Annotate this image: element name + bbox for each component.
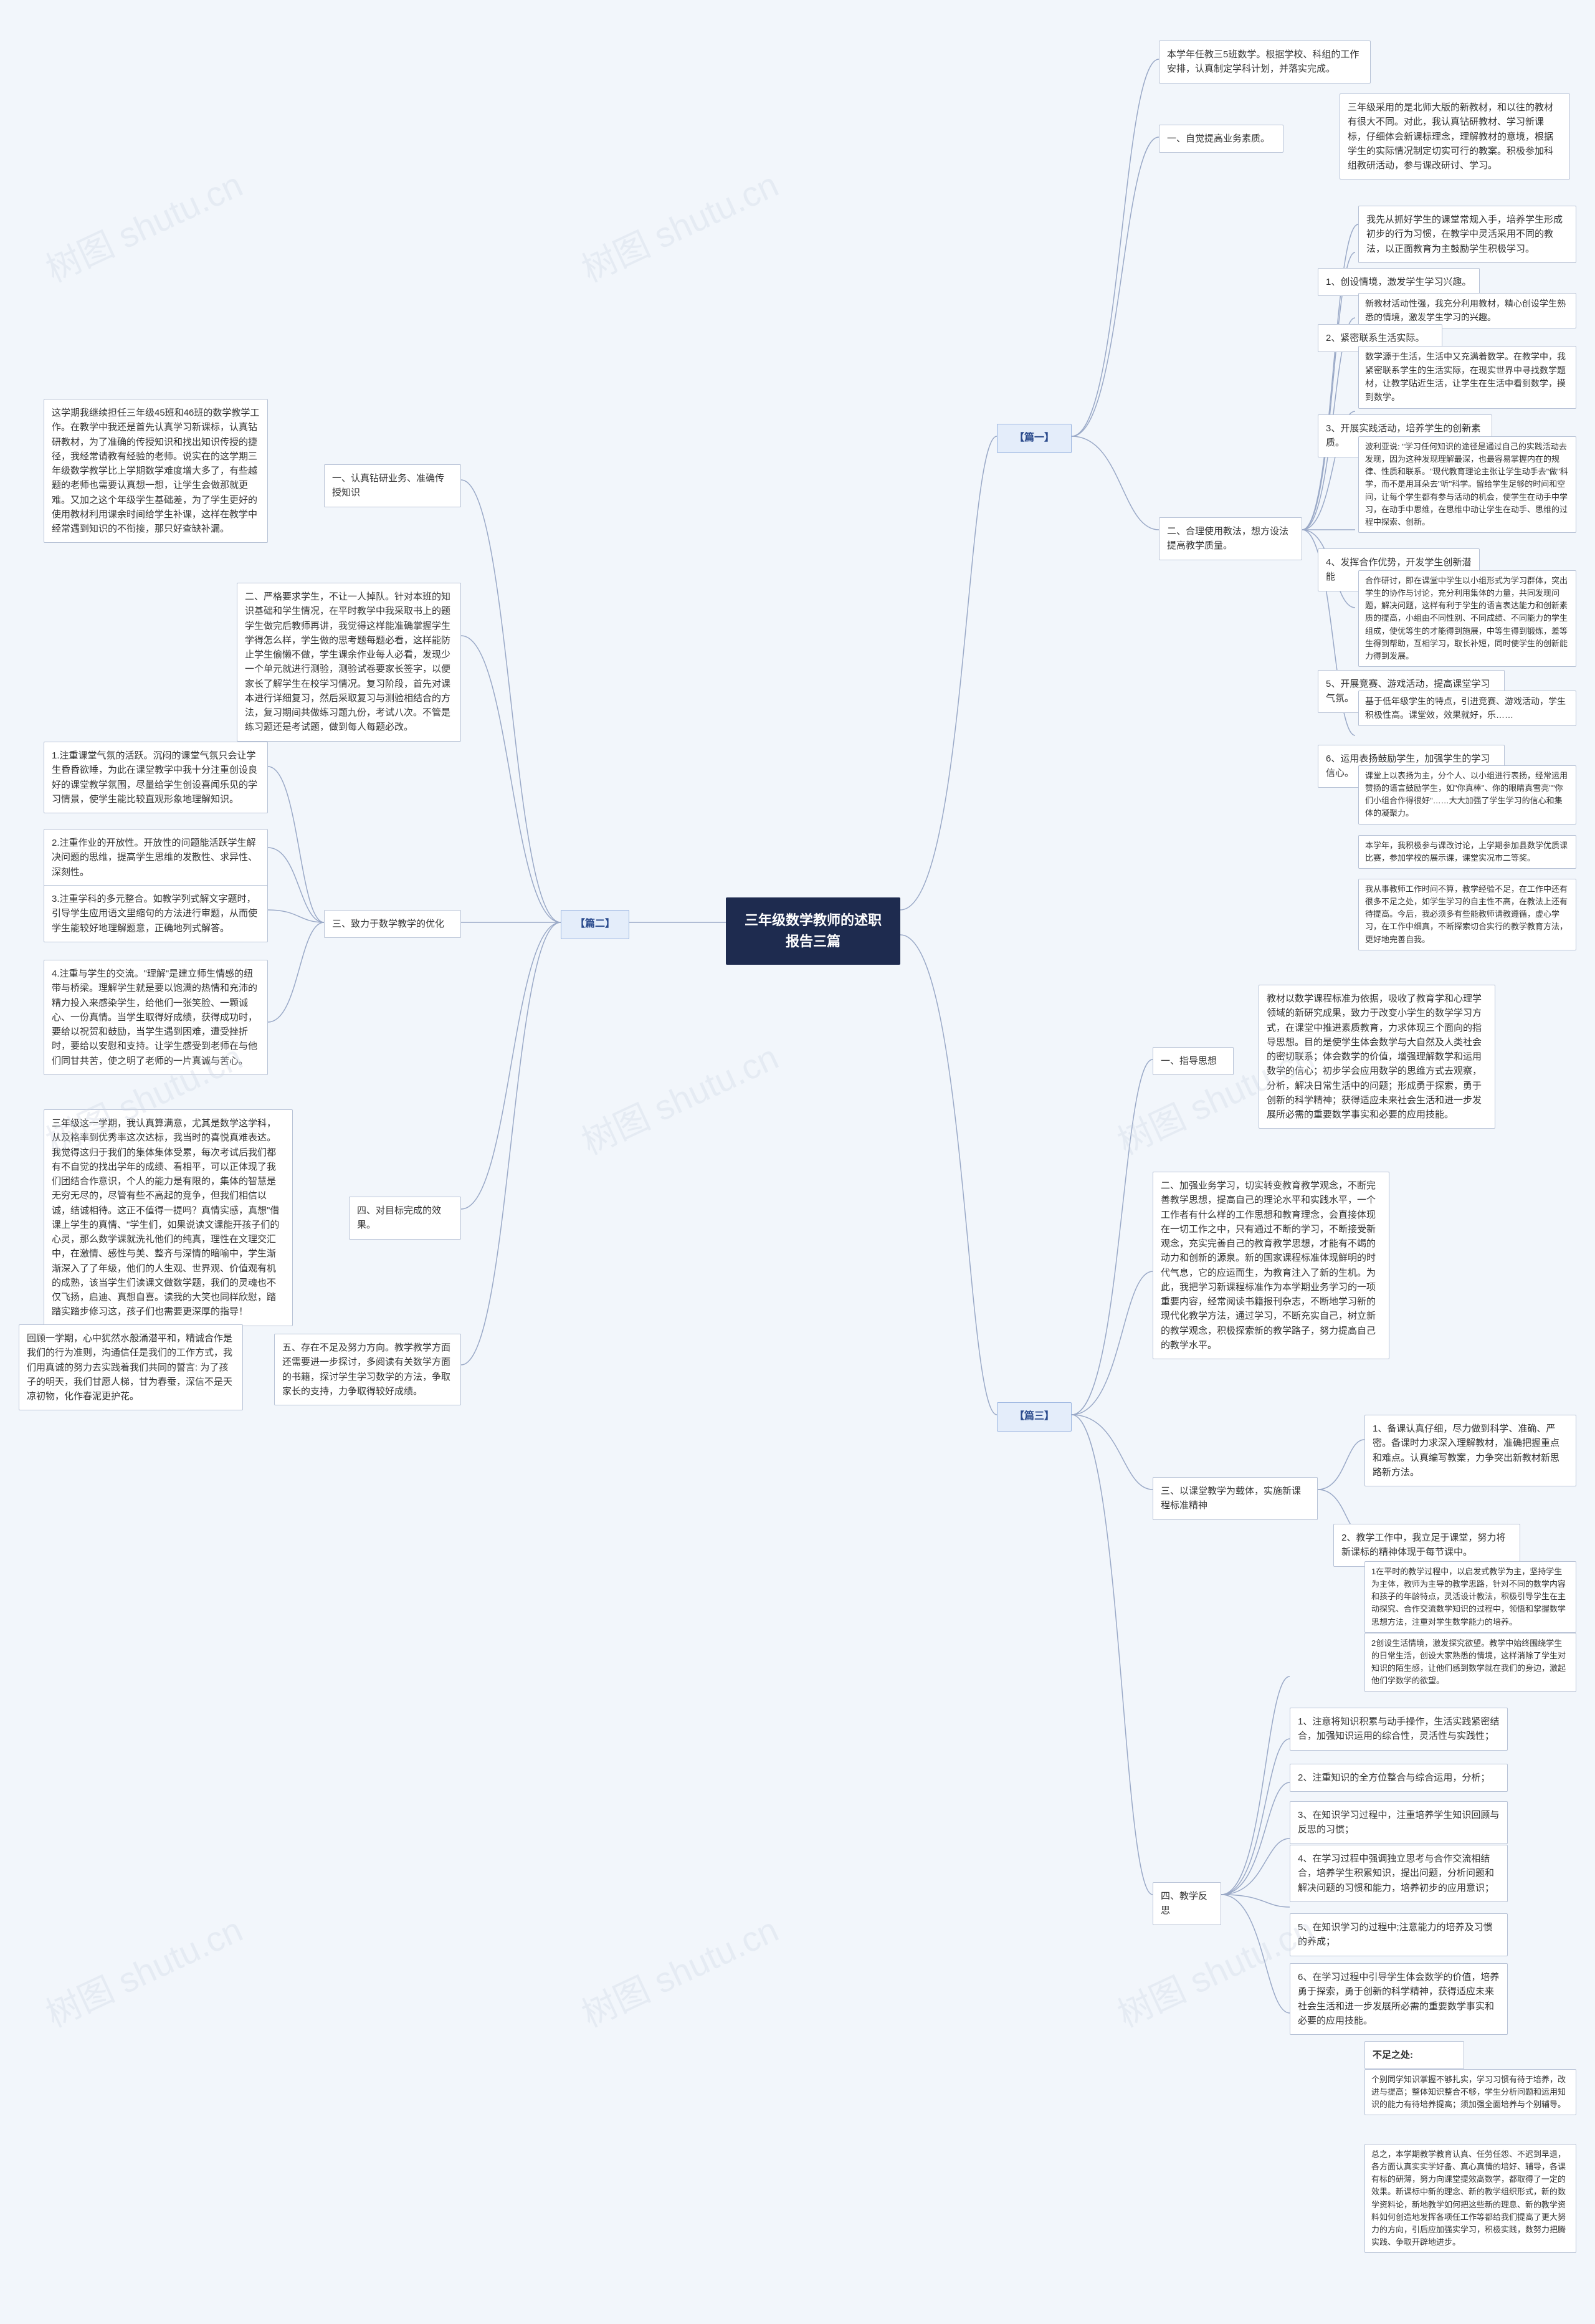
p1-s2-l6-leaf2: 本学年，我积极参与课改讨论，上学期参加县数学优质课比赛，参加学校的展示课，课堂实…: [1358, 835, 1576, 869]
p1-s1-leaf: 三年级采用的是北师大版的新教材，和以往的教材有很大不同。对此，我认真钻研教材、学…: [1340, 93, 1570, 179]
p3-s1-label: 一、指导思想: [1153, 1047, 1234, 1075]
p3-s3-label: 三、以课堂教学为载体，实施新课程标准精神: [1153, 1477, 1318, 1520]
watermark: 树图 shutu.cn: [573, 157, 786, 292]
p1-s2-label: 二、合理使用教法，想方设法提高教学质量。: [1159, 517, 1302, 560]
p2-s4-leaf: 三年级这一学期，我认真算满意，尤其是数学这学科，从及格率到优秀率这次达标，我当时…: [44, 1109, 293, 1326]
p1-s2-l4-leaf: 合作研讨，即在课堂中学生以小组形式为学习群体，突出学生的协作与讨论，充分利用集体…: [1358, 570, 1576, 667]
p3-s4-l5: 5、在知识学习的过程中;注意能力的培养及习惯的养成；: [1290, 1913, 1508, 1956]
p2-s1-leaf: 这学期我继续担任三年级45班和46班的数学教学工作。在教学中我还是首先认真学习新…: [44, 399, 268, 543]
p2-s1-label: 一、认真钻研业务、准确传授知识: [324, 464, 461, 507]
watermark: 树图 shutu.cn: [37, 1902, 250, 2037]
p2-s3-l2: 2.注重作业的开放性。开放性的问题能活跃学生解决问题的思维，提高学生思维的发散性…: [44, 829, 268, 886]
p2-s3-label: 三、致力于数学教学的优化: [324, 910, 461, 938]
p2-s2: 二、严格要求学生，不让一人掉队。针对本班的知识基础和学生情况，在平时教学中我采取…: [237, 583, 461, 742]
p3-s4-l6-leaf2: 总之，本学期教学教育认真、任劳任怨、不迟到早退，各方面认真实实学好备、真心真情的…: [1364, 2144, 1576, 2253]
p3-s3-l2-leaf1: 1在平时的教学过程中，以启发式教学为主，坚持学生为主体，教师为主导的教学思路，针…: [1364, 1561, 1576, 1633]
p2-s4-label: 四、对目标完成的效果。: [349, 1197, 461, 1240]
p2-s5-label: 五、存在不足及努力方向。教学教学方面还需要进一步探讨，多阅读有关数学方面的书籍，…: [274, 1334, 461, 1405]
root-node: 三年级数学教师的述职报告三篇: [726, 897, 900, 965]
p2-s3-l3: 3.注重学科的多元整合。如教学列式解文字题时，引导学生应用语文里缩句的方法进行审…: [44, 885, 268, 942]
p3-s4-l1: 1、注意将知识积累与动手操作，生活实践紧密结合，加强知识运用的综合性，灵活性与实…: [1290, 1708, 1508, 1751]
p1-s1-label: 一、自觉提高业务素质。: [1159, 125, 1283, 153]
p1-s2-l2-leaf: 数学源于生活，生活中又充满着数学。在教学中，我紧密联系学生的生活实际，在现实世界…: [1358, 346, 1576, 409]
p1-s2-l6-leaf3: 我从事教师工作时间不算，教学经验不足，在工作中还有很多不足之处，如学生学习的自主…: [1358, 879, 1576, 950]
p2-s5-leaf: 回顾一学期，心中犹然水般涌潜平和，精诚合作是我们的行为准则，沟通信任是我们的工作…: [19, 1324, 243, 1410]
p3-s4-l3: 3、在知识学习过程中，注重培养学生知识回顾与反思的习惯；: [1290, 1801, 1508, 1844]
p3-s4-l2: 2、注重知识的全方位整合与综合运用，分析；: [1290, 1764, 1508, 1792]
mindmap-canvas: 三年级数学教师的述职报告三篇 【篇二】 一、认真钻研业务、准确传授知识 这学期我…: [0, 0, 1595, 2324]
p3-s3-l1: 1、备课认真仔细，尽力做到科学、准确、严密。备课时力求深入理解教材，准确把握重点…: [1364, 1415, 1576, 1486]
p3-s1-leaf: 教材以数学课程标准为依据，吸收了教育学和心理学领域的新研究成果，致力于改变小学生…: [1259, 985, 1495, 1129]
section-p1: 【篇一】: [997, 424, 1072, 453]
section-p3: 【篇三】: [997, 1402, 1072, 1432]
watermark: 树图 shutu.cn: [573, 1030, 786, 1165]
p2-s3-l1: 1.注重课堂气氛的活跃。沉闷的课堂气氛只会让学生昏昏欲睡，为此在课堂教学中我十分…: [44, 742, 268, 813]
p3-s3-l2-label: 2、教学工作中，我立足于课堂，努力将新课标的精神体现于每节课中。: [1333, 1524, 1520, 1567]
p1-s2-l1-label: 1、创设情境，激发学生学习兴趣。: [1318, 268, 1480, 296]
p3-s4-l6-heading: 不足之处:: [1364, 2041, 1464, 2069]
section-p2: 【篇二】: [561, 910, 629, 939]
p3-s4-l4: 4、在学习过程中强调独立思考与合作交流相结合，培养学生积累知识，提出问题，分析问…: [1290, 1845, 1508, 1902]
p1-s2-l5-leaf: 基于低年级学生的特点，引进竞赛、游戏活动，学生积极性高。课堂效，效果就好，乐……: [1358, 691, 1576, 726]
p1-s2-l6-leaf1: 课堂上以表扬为主，分个人、以小组进行表扬，经常运用赞扬的语言鼓励学生，如"你真棒…: [1358, 765, 1576, 825]
p1-s2-intro: 我先从抓好学生的课堂常规入手，培养学生形成初步的行为习惯，在教学中灵活采用不同的…: [1358, 206, 1576, 263]
watermark: 树图 shutu.cn: [573, 1902, 786, 2037]
p3-s4-l6-leaf1: 个别同学知识掌握不够扎实，学习习惯有待于培养，改进与提高；整体知识整合不够，学生…: [1364, 2069, 1576, 2115]
p3-s2: 二、加强业务学习，切实转变教育教学观念，不断完善教学思想，提高自己的理论水平和实…: [1153, 1172, 1389, 1359]
p1-intro: 本学年任教三5班数学。根据学校、科组的工作安排，认真制定学科计划，并落实完成。: [1159, 41, 1371, 84]
p3-s4-label: 四、教学反思: [1153, 1882, 1221, 1925]
p2-s3-l4: 4.注重与学生的交流。"理解"是建立师生情感的纽带与桥梁。理解学生就是要以饱满的…: [44, 960, 268, 1075]
p3-s4-l6-label: 6、在学习过程中引导学生体会数学的价值，培养勇于探索，勇于创新的科学精神，获得适…: [1290, 1963, 1508, 2035]
watermark: 树图 shutu.cn: [37, 157, 250, 292]
p1-s2-l3-leaf: 波利亚说: "学习任何知识的途径是通过自己的实践活动去发现，因为这种发现理解最深…: [1358, 436, 1576, 533]
p3-s3-l2-leaf2: 2创设生活情境，激发探究欲望。教学中始终围绕学生的日常生活，创设大家熟悉的情境，…: [1364, 1633, 1576, 1692]
p1-s2-l1-leaf: 新教材活动性强，我充分利用教材，精心创设学生熟悉的情境，激发学生学习的兴趣。: [1358, 293, 1576, 328]
